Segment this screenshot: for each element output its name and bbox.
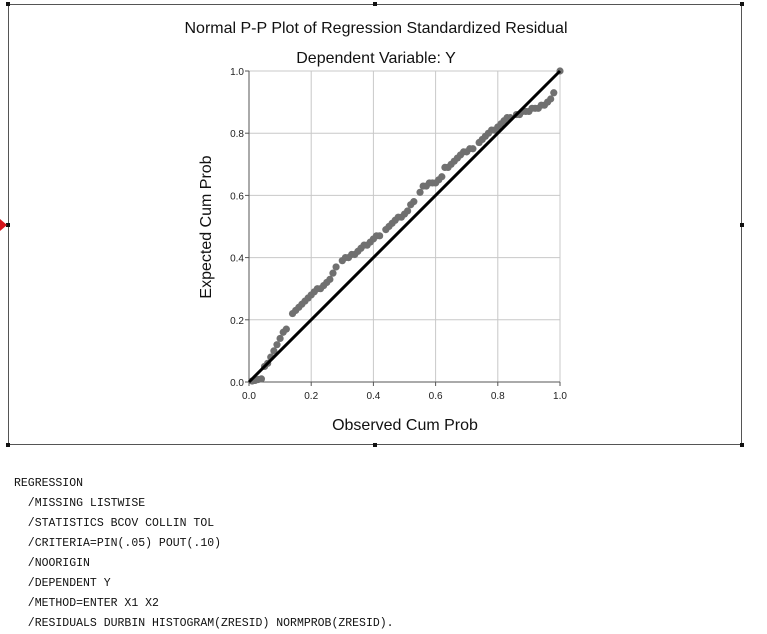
- reference-line: [247, 69, 562, 384]
- syntax-line: /RESIDUALS DURBIN HISTOGRAM(ZRESID) NORM…: [14, 617, 394, 630]
- data-point: [438, 173, 446, 181]
- y-tick-label: 0.0: [230, 378, 244, 389]
- x-tick-label: 0.8: [491, 391, 505, 402]
- data-point: [469, 145, 477, 153]
- reference-line-group: [247, 69, 562, 384]
- chart-subtitle: Dependent Variable: Y: [296, 50, 456, 67]
- data-points: [248, 67, 564, 385]
- syntax-line: /CRITERIA=PIN(.05) POUT(.10): [14, 537, 222, 550]
- syntax-line: /MISSING LISTWISE: [14, 497, 146, 510]
- x-tick-labels: 0.0 0.2 0.4 0.6 0.8 1.0: [242, 391, 567, 402]
- y-tick-label: 0.2: [230, 316, 244, 327]
- y-tick-label: 0.6: [230, 191, 244, 202]
- x-tick-label: 1.0: [553, 391, 567, 402]
- data-point: [273, 341, 281, 349]
- data-point: [276, 334, 284, 343]
- y-axis-label: Expected Cum Prob: [198, 155, 215, 298]
- y-tick-label: 0.4: [230, 254, 244, 265]
- data-point: [416, 188, 424, 196]
- data-point: [282, 325, 290, 333]
- data-point: [329, 269, 337, 277]
- resize-handle-middle-left[interactable]: [6, 223, 10, 227]
- data-point: [257, 375, 266, 383]
- resize-handle-bottom-middle[interactable]: [373, 443, 377, 447]
- y-tick-label: 1.0: [230, 67, 244, 78]
- data-point: [376, 232, 384, 240]
- x-axis-label: Observed Cum Prob: [332, 417, 478, 434]
- x-tick-label: 0.0: [242, 391, 256, 402]
- data-point: [404, 207, 412, 215]
- data-point: [332, 263, 340, 271]
- syntax-line: REGRESSION: [14, 477, 84, 490]
- data-point: [270, 347, 278, 355]
- selection-arrow-icon: [0, 219, 7, 231]
- y-tick-labels: 0.0 0.2 0.4 0.6 0.8 1.0: [230, 67, 244, 389]
- grid: [249, 70, 561, 382]
- y-tick-label: 0.8: [230, 129, 244, 140]
- resize-handle-bottom-left[interactable]: [6, 443, 10, 447]
- x-tick-label: 0.2: [304, 391, 318, 402]
- syntax-line: /STATISTICS BCOV COLLIN TOL: [14, 517, 215, 530]
- data-point: [550, 89, 558, 97]
- x-tick-label: 0.6: [429, 391, 443, 402]
- syntax-line: /METHOD=ENTER X1 X2: [14, 597, 159, 610]
- data-point: [326, 275, 334, 283]
- syntax-block: REGRESSION /MISSING LISTWISE /STATISTICS…: [14, 474, 394, 634]
- resize-handle-top-right[interactable]: [740, 2, 744, 6]
- resize-handle-bottom-right[interactable]: [740, 443, 744, 447]
- axes: [245, 70, 561, 386]
- syntax-line: /NOORIGIN: [14, 557, 90, 570]
- pp-plot: Normal P-P Plot of Regression Standardiz…: [184, 20, 567, 434]
- resize-handle-middle-right[interactable]: [740, 223, 744, 227]
- resize-handle-top-middle[interactable]: [373, 2, 377, 6]
- syntax-line: /DEPENDENT Y: [14, 577, 111, 590]
- chart-title: Normal P-P Plot of Regression Standardiz…: [184, 20, 567, 37]
- resize-handle-top-left[interactable]: [6, 2, 10, 6]
- data-point: [547, 95, 555, 103]
- x-tick-label: 0.4: [366, 391, 380, 402]
- data-point: [410, 198, 418, 206]
